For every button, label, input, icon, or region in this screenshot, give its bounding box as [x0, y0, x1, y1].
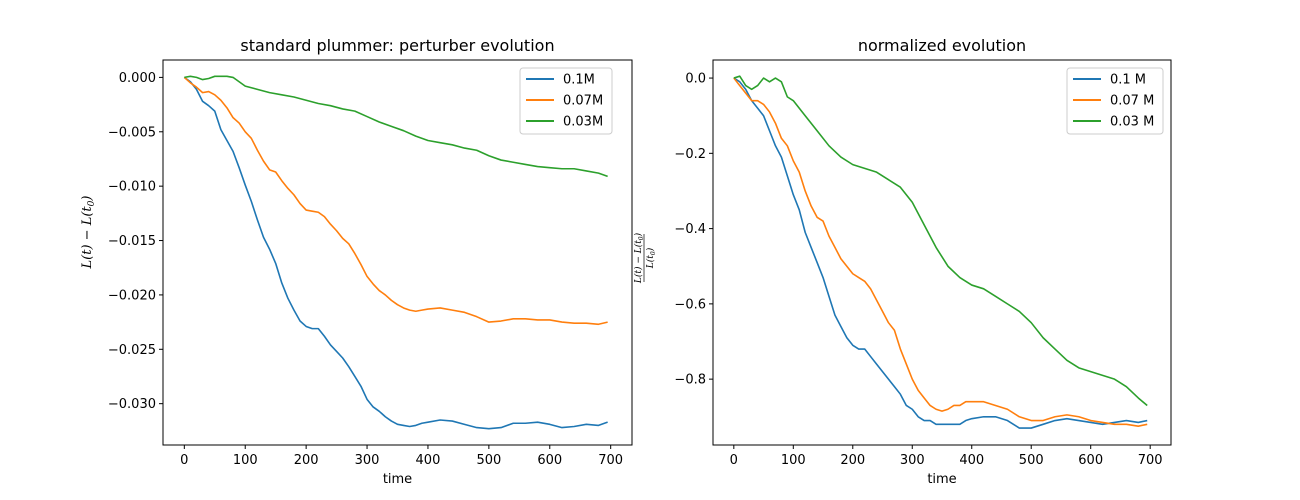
left-y-tick-label: −0.010: [108, 180, 156, 195]
svg-text:L(t) − L(t0): L(t) − L(t0): [80, 196, 97, 270]
left-legend-label-2: 0.07M: [563, 94, 603, 109]
left-y-tick-label: −0.020: [108, 288, 156, 303]
right-y-axis-label: L(t) − L(t0) L(t0): [633, 232, 657, 284]
left-x-tick-label: 600: [537, 453, 562, 468]
right-y-tick-label: −0.8: [674, 373, 706, 388]
right-y-tick-label: −0.2: [674, 147, 706, 162]
right-y-tick-label: −0.4: [674, 222, 706, 237]
right-x-tick-label: 100: [781, 453, 806, 468]
left-y-tick-label: 0.000: [119, 71, 156, 86]
left-y-tick-label: −0.030: [108, 397, 156, 412]
left-chart-panel: standard plummer: perturber evolution 0 1…: [80, 36, 633, 487]
right-x-tick-label: 500: [1019, 453, 1044, 468]
left-x-tick-label: 100: [233, 453, 258, 468]
left-series-line-3: [184, 75, 608, 178]
left-x-tick-label: 200: [294, 453, 319, 468]
right-x-tick-label: 300: [900, 453, 925, 468]
right-legend-label-3: 0.03 M: [1110, 115, 1154, 130]
right-chart-title: normalized evolution: [858, 36, 1026, 55]
left-x-tick-label: 500: [476, 453, 501, 468]
left-series-line-2: [183, 76, 608, 326]
left-y-axis-label: L(t) − L(t0): [80, 196, 97, 270]
left-x-tick-label: 0: [180, 453, 188, 468]
right-chart-panel: normalized evolution 0 100 200 300 400 500 600…: [633, 36, 1172, 487]
right-series-lines: [733, 75, 1148, 429]
left-y-tick-label: −0.015: [108, 234, 156, 249]
right-legend-box: [1066, 67, 1164, 135]
right-axes-ticks: 0 100 200 300 400 500 600 700 0.0 −0.2 −0.4 −0.6 −0.…: [674, 72, 1162, 468]
left-series-lines: [183, 75, 608, 430]
right-x-tick-label: 200: [840, 453, 865, 468]
right-x-tick-label: 0: [730, 453, 738, 468]
right-series-line-3: [733, 75, 1148, 407]
left-legend-box: [519, 67, 613, 135]
left-y-tick-label: −0.005: [108, 125, 156, 140]
right-plot-area: [712, 59, 1172, 446]
left-x-tick-label: 300: [355, 453, 380, 468]
right-legend: 0.1 M 0.07 M 0.03 M: [1066, 67, 1164, 135]
left-x-axis-label: time: [383, 472, 412, 487]
svg-text:L(t0): L(t0): [645, 247, 657, 269]
right-x-tick-label: 400: [959, 453, 984, 468]
right-series-line-1: [733, 77, 1148, 429]
left-legend-label-3: 0.03M: [563, 115, 603, 130]
right-legend-label-2: 0.07 M: [1110, 94, 1154, 109]
right-y-tick-label: 0.0: [685, 72, 706, 87]
right-x-axis-label: time: [927, 472, 956, 487]
left-series-line-1: [183, 76, 608, 430]
left-plot-area: [162, 59, 633, 446]
left-legend-label-1: 0.1M: [563, 73, 595, 88]
left-axes-ticks: 0 100 200 300 400 500 600 700 0.000 −0.005 −0.010 −…: [108, 71, 623, 468]
right-series-line-2: [733, 77, 1148, 427]
left-chart-title: standard plummer: perturber evolution: [240, 36, 554, 55]
left-legend: 0.1M 0.07M 0.03M: [519, 67, 613, 135]
right-legend-label-1: 0.1 M: [1110, 73, 1146, 88]
left-x-tick-label: 400: [416, 453, 441, 468]
left-x-tick-label: 700: [598, 453, 623, 468]
svg-text:L(t) − L(t0): L(t) − L(t0): [633, 232, 645, 284]
right-y-tick-label: −0.6: [674, 297, 706, 312]
right-x-tick-label: 600: [1078, 453, 1103, 468]
left-y-tick-label: −0.025: [108, 343, 156, 358]
right-x-tick-label: 700: [1138, 453, 1163, 468]
